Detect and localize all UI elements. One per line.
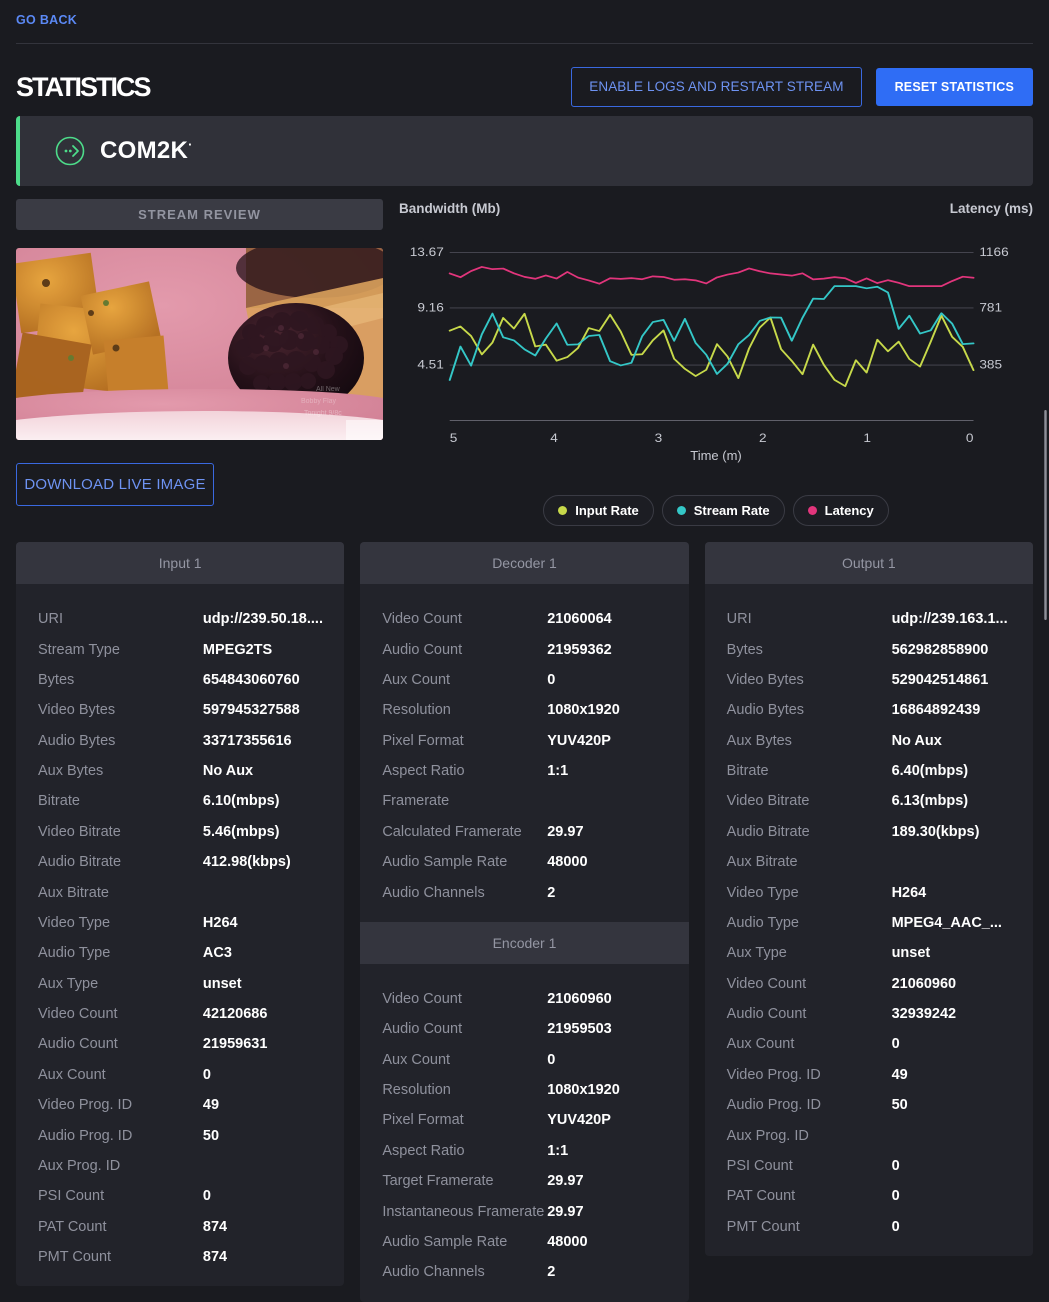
svg-text:13.67: 13.67 <box>410 245 444 259</box>
svg-text:1: 1 <box>863 431 871 445</box>
svg-text:781: 781 <box>979 300 1002 314</box>
svg-text:4.51: 4.51 <box>417 357 444 371</box>
svg-text:385: 385 <box>979 357 1002 371</box>
svg-text:4: 4 <box>550 431 558 445</box>
svg-text:5: 5 <box>450 431 458 445</box>
svg-text:All New: All New <box>316 386 341 393</box>
svg-text:3: 3 <box>655 431 663 445</box>
svg-text:1166: 1166 <box>979 245 1008 259</box>
svg-text:2: 2 <box>759 431 767 445</box>
svg-text:Bobby Flay: Bobby Flay <box>301 398 337 405</box>
svg-text:9.16: 9.16 <box>417 300 444 314</box>
svg-text:0: 0 <box>966 431 974 445</box>
svg-text:Tonight 9/8c: Tonight 9/8c <box>304 410 342 417</box>
